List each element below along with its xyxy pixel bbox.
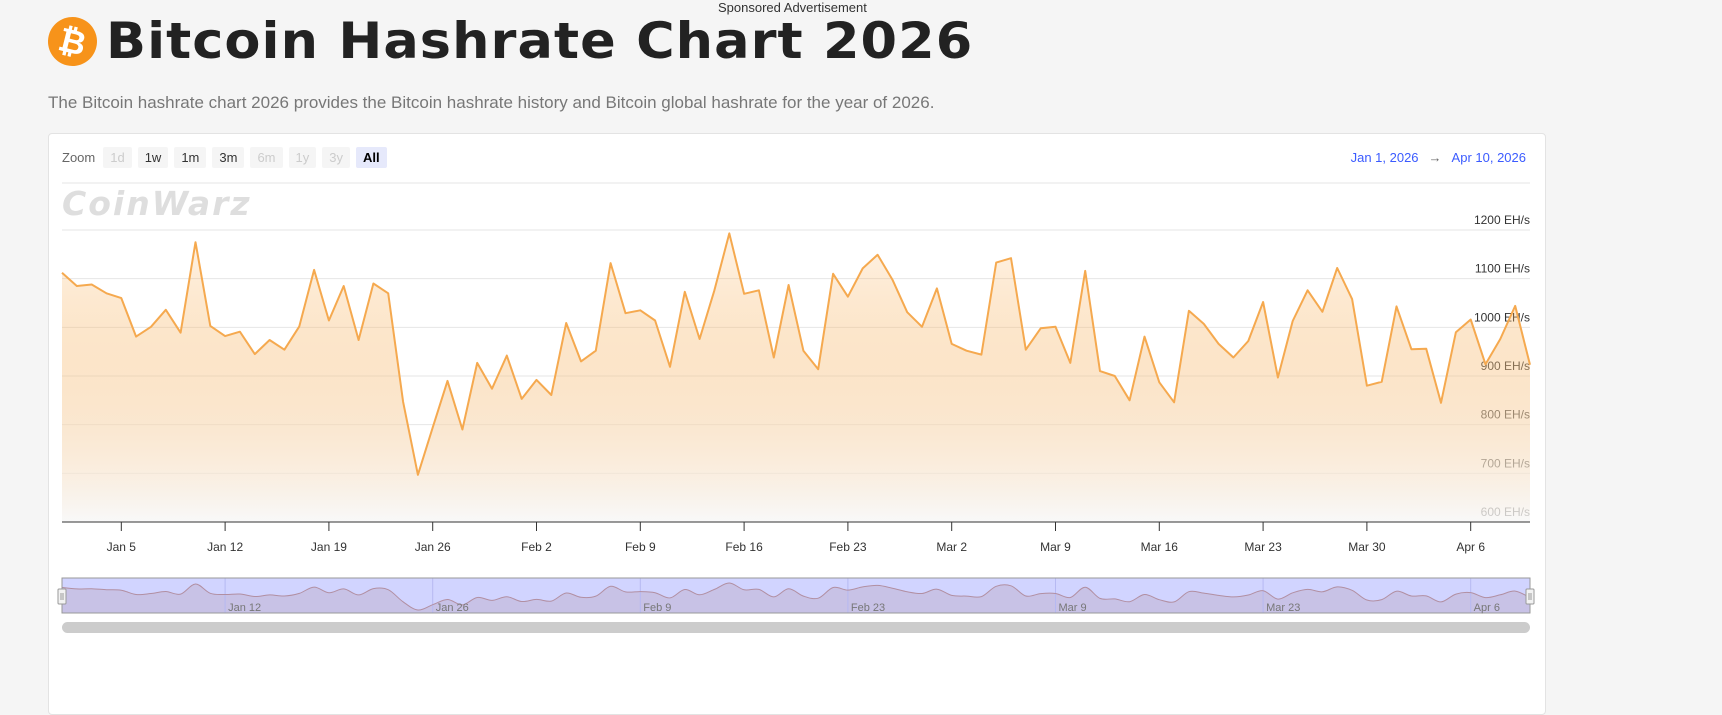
coinwarz-watermark: CoinWarz [62,184,252,223]
zoom-3y-button[interactable]: 3y [322,147,350,168]
navigator-tick-label: Mar 9 [1058,602,1086,614]
x-tick-label: Mar 2 [936,540,967,554]
navigator-tick-label: Apr 6 [1474,602,1500,614]
navigator-right-handle[interactable] [1525,588,1535,605]
zoom-1d-button[interactable]: 1d [103,147,132,168]
x-tick-label: Jan 19 [311,540,347,554]
hashrate-line [61,232,1531,476]
handle-grip [1525,588,1535,605]
hashrate-area [62,233,1530,522]
range-to-input[interactable]: Apr 10, 2026 [1451,150,1526,165]
arrow-right-icon: → [1428,150,1442,165]
x-tick-label: Mar 16 [1141,540,1179,554]
zoom-1m-button[interactable]: 1m [174,147,207,168]
x-tick-label: Apr 6 [1456,540,1485,554]
date-range: Jan 1, 2026 → Apr 10, 2026 [1351,150,1526,165]
x-tick-label: Mar 23 [1244,540,1282,554]
x-tick-label: Feb 2 [521,540,552,554]
zoom-3m-button[interactable]: 3m [212,147,245,168]
y-tick-label: 1100 EH/s [1475,262,1530,276]
navigator-tick-label: Feb 23 [851,602,885,614]
x-tick-label: Feb 16 [725,540,763,554]
y-tick-label: 1200 EH/s [1474,213,1530,227]
zoom-1w-button[interactable]: 1w [137,147,169,168]
navigator-area [62,582,1530,613]
x-tick-label: Mar 9 [1040,540,1071,554]
zoom-1y-button[interactable]: 1y [288,147,317,168]
x-tick-label: Jan 12 [207,540,243,554]
x-tick-label: Feb 9 [625,540,656,554]
zoom-controls: Zoom 1d 1w 1m 3m 6m 1y 3y All [62,147,387,168]
x-tick-label: Mar 30 [1348,540,1386,554]
navigator-tick-label: Feb 9 [643,602,671,614]
page-title: Bitcoin Hashrate Chart 2026 [106,12,974,70]
handle-grip [57,588,67,605]
navigator-tick-label: Mar 23 [1266,602,1300,614]
y-tick-label: 1000 EH/s [1474,310,1530,324]
navigator-line [61,582,1531,611]
x-tick-label: Jan 5 [107,540,137,554]
navigator-tick-label: Jan 12 [228,602,261,614]
page-subtitle: The Bitcoin hashrate chart 2026 provides… [48,93,935,112]
zoom-6m-button[interactable]: 6m [250,147,283,168]
scrollbar[interactable] [62,622,1530,633]
navigator-left-handle[interactable] [57,588,67,605]
navigator-tick-label: Jan 26 [436,602,469,614]
zoom-all-button[interactable]: All [355,147,387,168]
x-tick-label: Jan 26 [415,540,451,554]
range-from-input[interactable]: Jan 1, 2026 [1350,150,1419,165]
navigator-selection-mask [61,577,1531,614]
sponsored-label: Sponsored Advertisement [718,0,867,15]
x-tick-label: Feb 23 [829,540,867,554]
zoom-label: Zoom [62,150,96,165]
